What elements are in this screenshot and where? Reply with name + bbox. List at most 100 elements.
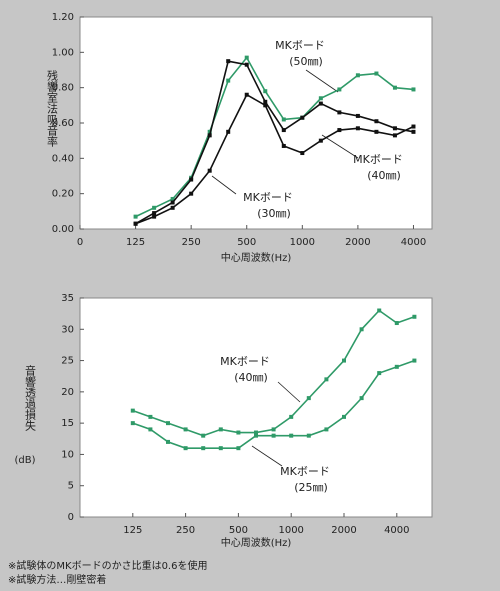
x-tick-label: 4000 — [384, 525, 409, 536]
data-point — [411, 129, 416, 134]
data-point — [306, 396, 311, 401]
data-point — [263, 99, 268, 104]
data-point — [226, 78, 231, 83]
data-point — [170, 205, 175, 210]
annotation: (40㎜) — [367, 169, 401, 182]
y-tick-label: 5 — [68, 481, 74, 492]
x-axis-label: 中心周波数(Hz) — [221, 536, 292, 549]
data-point — [342, 414, 346, 419]
data-point — [324, 377, 329, 382]
data-point — [289, 433, 294, 438]
note: ※試験方法…剛壁密着 — [8, 573, 106, 586]
data-point — [392, 85, 397, 90]
data-point — [359, 327, 364, 332]
x-tick-label: 250 — [182, 237, 201, 248]
y-tick-label: 1.00 — [52, 47, 74, 58]
data-point — [148, 427, 153, 432]
data-point — [318, 96, 323, 101]
data-point — [254, 430, 258, 435]
data-point — [411, 87, 416, 92]
data-point — [166, 439, 170, 444]
data-point — [218, 427, 223, 432]
data-point — [133, 214, 138, 219]
leader-line — [211, 175, 237, 195]
data-point — [300, 151, 305, 156]
x-tick-label: 1000 — [278, 525, 303, 536]
data-point — [170, 196, 175, 201]
data-point — [271, 427, 276, 432]
data-point — [411, 124, 416, 129]
y-tick-label: 0.40 — [52, 153, 74, 164]
data-point — [218, 446, 223, 451]
data-point — [263, 89, 268, 94]
annotation: (50㎜) — [289, 55, 323, 68]
data-point — [281, 128, 286, 133]
x-tick-label: 1000 — [290, 237, 315, 248]
data-point — [226, 129, 231, 134]
x-tick-label: 4000 — [401, 237, 426, 248]
leader-line — [321, 134, 359, 159]
data-point — [207, 133, 212, 138]
data-point — [337, 87, 342, 92]
x-tick-label: 2000 — [345, 237, 370, 248]
data-point — [263, 103, 268, 108]
data-point — [207, 168, 212, 173]
plot-area — [79, 297, 433, 518]
data-point — [359, 396, 364, 401]
data-point — [377, 371, 382, 376]
leader-line — [251, 445, 283, 467]
y-tick-label: 10 — [61, 449, 74, 460]
data-point — [392, 133, 397, 138]
y-axis-label: 音響透過損失 — [24, 364, 37, 432]
y-tick-label: 25 — [61, 356, 74, 367]
annotation: MKボード — [280, 465, 330, 478]
data-point — [337, 110, 342, 115]
data-point — [207, 129, 212, 134]
series-line — [135, 60, 414, 225]
data-point — [183, 427, 188, 432]
y-tick-label: 0.80 — [52, 83, 74, 94]
annotation: MKボード — [220, 355, 270, 368]
series-line — [135, 56, 414, 218]
y-tick-label: 0.60 — [52, 118, 74, 129]
plot-area — [79, 16, 433, 230]
annotation: MKボード — [243, 191, 293, 204]
data-point — [337, 128, 342, 133]
data-point — [152, 211, 157, 216]
data-point — [318, 101, 323, 106]
y-tick-label: 15 — [61, 418, 74, 429]
data-point — [374, 71, 379, 76]
y-axis-label: 残響室法吸音率 — [46, 69, 59, 148]
annotation: MKボード — [275, 39, 325, 52]
y-tick-label: 30 — [61, 324, 74, 335]
data-point — [236, 446, 241, 451]
data-point — [300, 115, 305, 120]
data-point — [201, 433, 206, 438]
data-point — [236, 430, 241, 435]
y-tick-label: 0.20 — [52, 189, 74, 200]
data-point — [412, 314, 417, 319]
data-point — [166, 421, 170, 426]
x-axis-label: 中心周波数(Hz) — [221, 251, 292, 264]
data-point — [152, 214, 157, 219]
data-point — [355, 73, 360, 78]
annotation: (25㎜) — [294, 481, 328, 494]
note: ※試験体のMKボードのかさ比重は0.6を使用 — [8, 559, 207, 572]
y-tick-label: 0 — [68, 512, 74, 523]
y-tick-label: 20 — [61, 387, 74, 398]
x-tick-label: 250 — [176, 525, 195, 536]
data-point — [148, 414, 153, 419]
y-tick-label: 0.00 — [52, 224, 74, 235]
leader-lines — [211, 69, 359, 467]
annotation: (40㎜) — [234, 371, 268, 384]
leader-line — [277, 381, 301, 403]
data-point — [226, 59, 231, 64]
data-point — [244, 92, 249, 97]
data-point — [170, 200, 175, 205]
data-point — [189, 177, 194, 182]
x-tick-label: 500 — [229, 525, 248, 536]
y-tick-label: 1.20 — [52, 12, 74, 23]
data-point — [244, 62, 249, 67]
data-point — [152, 205, 157, 210]
